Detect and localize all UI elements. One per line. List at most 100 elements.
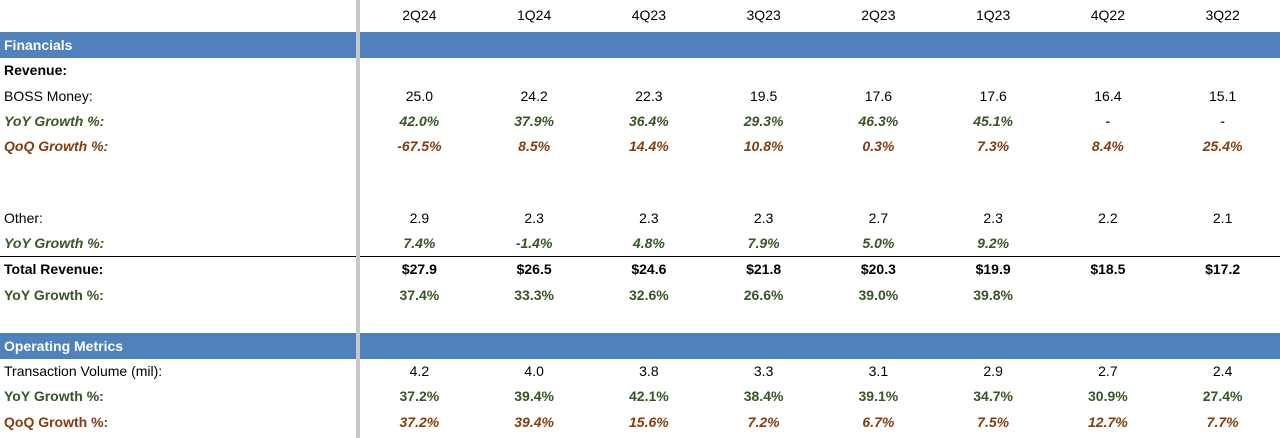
cell: 2.9 [983, 363, 1003, 379]
row-other: Other: 2.9 2.3 2.3 2.3 2.7 2.3 2.2 2.1 [0, 206, 1280, 231]
cell: 39.0% [858, 287, 899, 303]
cell: 7.5% [977, 414, 1010, 430]
col-header: 3Q23 [746, 7, 781, 23]
cell [1051, 231, 1166, 256]
cell: 7.9% [747, 235, 780, 251]
cell: 10.8% [743, 138, 784, 154]
cell: 14.4% [629, 138, 669, 154]
cell: 15.1 [1209, 88, 1237, 104]
cell [1165, 283, 1280, 308]
cell: 15.6% [629, 414, 669, 430]
cell: $26.5 [516, 261, 552, 277]
cell: 25.0 [405, 88, 433, 104]
cell: 45.1% [973, 113, 1013, 129]
cell: 3.8 [639, 363, 659, 379]
section-operating-metrics: Operating Metrics [0, 333, 1280, 359]
cell [1051, 283, 1166, 308]
col-header: 3Q22 [1205, 7, 1240, 23]
cell: 2.4 [1212, 363, 1233, 379]
cell: 2.3 [639, 210, 659, 226]
cell: 16.4 [1094, 88, 1122, 104]
cell: 38.4% [743, 388, 784, 404]
cell: 42.1% [629, 388, 669, 404]
section-financials: Financials [0, 32, 1280, 58]
row-revenue-header: Revenue: [0, 58, 1280, 83]
cell: 3.1 [868, 363, 889, 379]
cell: $17.2 [1205, 261, 1241, 277]
row-boss-yoy: YoY Growth %: 42.0% 37.9% 36.4% 29.3% 46… [0, 109, 1280, 134]
col-header: 2Q24 [402, 7, 437, 23]
cell: 2.3 [753, 210, 774, 226]
header-row: 2Q24 1Q24 4Q23 3Q23 2Q23 1Q23 4Q22 3Q22 [0, 0, 1280, 30]
cell: 8.5% [518, 138, 551, 154]
row-label: Revenue: [4, 62, 68, 78]
cell: $21.8 [746, 261, 782, 277]
cell: -1.4% [515, 235, 553, 251]
cell: 8.4% [1091, 138, 1124, 154]
cell: 4.8% [632, 235, 665, 251]
row-total-revenue: Total Revenue: $27.9 $26.5 $24.6 $21.8 $… [0, 257, 1280, 282]
row-label: BOSS Money: [4, 88, 93, 104]
row-label: YoY Growth %: [4, 235, 105, 251]
row-label: Total Revenue: [4, 261, 104, 277]
section-title: Financials [4, 37, 73, 53]
frozen-column-divider [356, 0, 360, 438]
cell: 29.3% [743, 113, 784, 129]
cell: 7.2% [747, 414, 780, 430]
cell: 2.7 [868, 210, 889, 226]
cell: 5.0% [862, 235, 895, 251]
cell: 34.7% [973, 388, 1013, 404]
cell: 4.0 [524, 363, 544, 379]
cell: 17.6 [864, 88, 892, 104]
cell: $20.3 [860, 261, 896, 277]
row-label: YoY Growth %: [4, 287, 104, 303]
col-header: 1Q24 [517, 7, 552, 23]
cell: - [1220, 113, 1225, 129]
cell: 42.0% [399, 113, 440, 129]
cell: 4.2 [409, 363, 430, 379]
row-label: YoY Growth %: [4, 113, 105, 129]
col-header: 2Q23 [861, 7, 896, 23]
cell: 39.4% [514, 414, 554, 430]
cell: 2.1 [1212, 210, 1233, 226]
row-boss-qoq: QoQ Growth %: -67.5% 8.5% 14.4% 10.8% 0.… [0, 134, 1280, 159]
cell: 7.7% [1206, 414, 1239, 430]
cell: 39.1% [858, 388, 899, 404]
row-boss-money: BOSS Money: 25.0 24.2 22.3 19.5 17.6 17.… [0, 84, 1280, 109]
col-header: 4Q22 [1090, 7, 1125, 23]
cell: 37.9% [514, 113, 554, 129]
cell: $24.6 [631, 261, 667, 277]
cell: 25.4% [1202, 138, 1243, 154]
cell: 7.3% [977, 138, 1010, 154]
row-label: YoY Growth %: [4, 388, 104, 404]
row-total-yoy: YoY Growth %: 37.4% 33.3% 32.6% 26.6% 39… [0, 283, 1280, 308]
cell: 3.3 [753, 363, 774, 379]
cell: 32.6% [629, 287, 669, 303]
cell: 27.4% [1202, 388, 1243, 404]
cell: 19.5 [750, 88, 778, 104]
cell: 26.6% [743, 287, 784, 303]
cell: 24.2 [520, 88, 548, 104]
cell: $27.9 [401, 261, 437, 277]
cell: 2.3 [983, 210, 1003, 226]
cell: 2.9 [409, 210, 430, 226]
section-title: Operating Metrics [4, 338, 124, 354]
total-divider [0, 256, 1280, 257]
cell: 39.4% [514, 388, 554, 404]
cell: 37.2% [399, 388, 440, 404]
row-label: QoQ Growth %: [4, 138, 109, 154]
cell: 22.3 [635, 88, 663, 104]
cell: 2.2 [1098, 210, 1118, 226]
cell: 2.3 [524, 210, 544, 226]
cell: $18.5 [1090, 261, 1126, 277]
cell: 36.4% [629, 113, 669, 129]
cell: 33.3% [514, 287, 554, 303]
cell: 6.7% [862, 414, 895, 430]
col-header: 1Q23 [976, 7, 1011, 23]
cell: -67.5% [397, 138, 442, 154]
row-tv-yoy: YoY Growth %: 37.2% 39.4% 42.1% 38.4% 39… [0, 384, 1280, 409]
row-label: Other: [4, 210, 43, 226]
row-other-yoy: YoY Growth %: 7.4% -1.4% 4.8% 7.9% 5.0% … [0, 231, 1280, 256]
cell [1165, 231, 1280, 256]
